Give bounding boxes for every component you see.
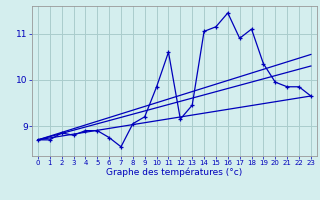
- X-axis label: Graphe des températures (°c): Graphe des températures (°c): [106, 168, 243, 177]
